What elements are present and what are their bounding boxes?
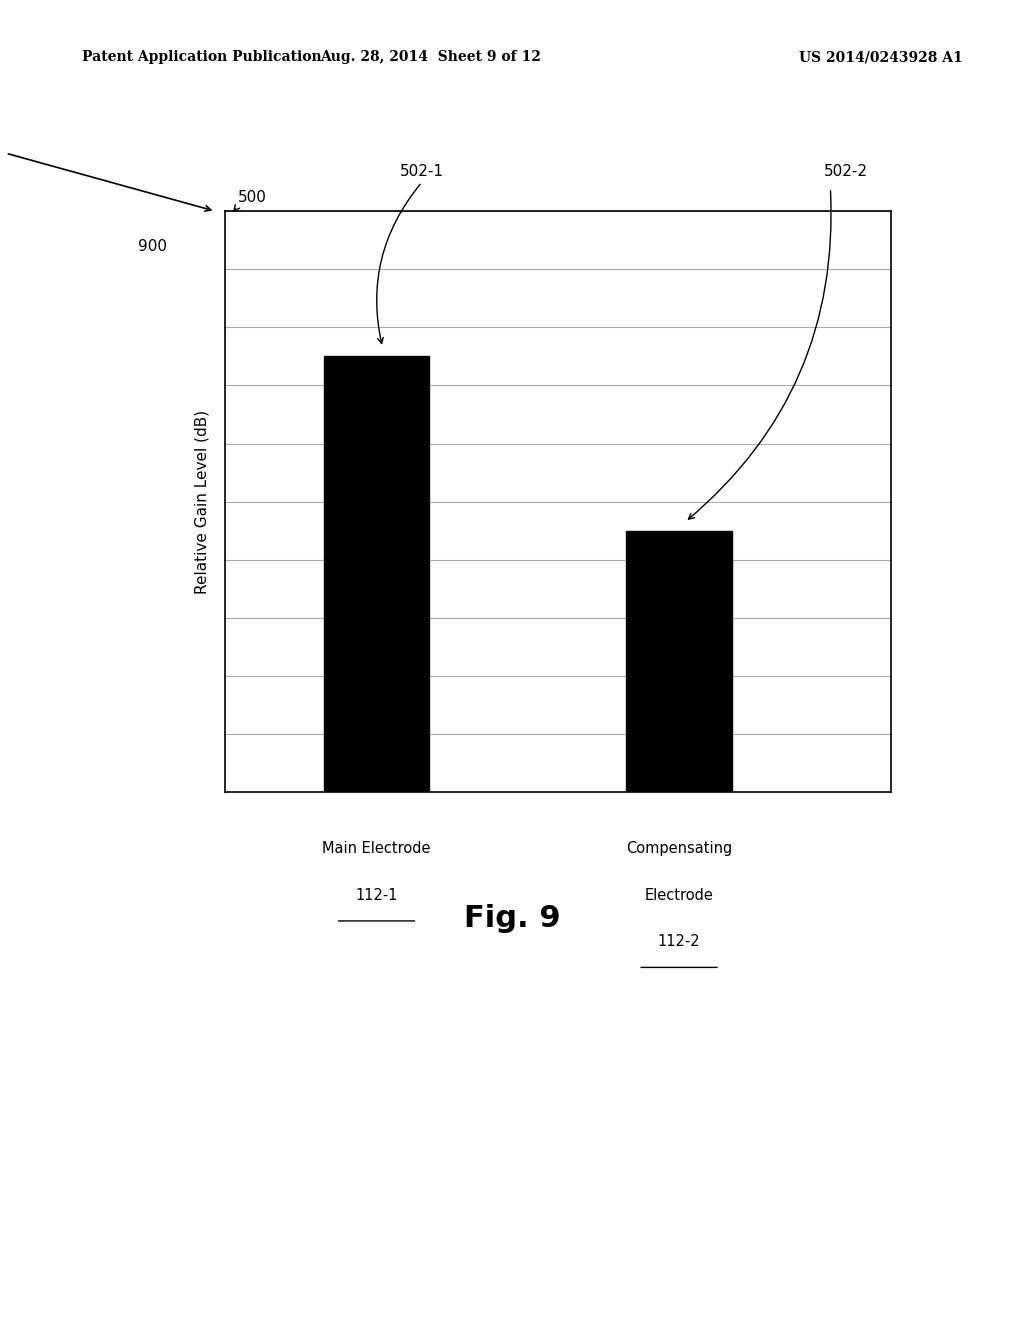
Text: US 2014/0243928 A1: US 2014/0243928 A1 xyxy=(799,50,963,65)
Text: Main Electrode: Main Electrode xyxy=(323,841,431,857)
Text: 112-2: 112-2 xyxy=(657,935,700,949)
Text: Compensating: Compensating xyxy=(626,841,732,857)
Bar xyxy=(626,531,732,792)
Text: 112-1: 112-1 xyxy=(355,888,397,903)
Text: Electrode: Electrode xyxy=(645,888,714,903)
Text: 500: 500 xyxy=(238,190,266,206)
Y-axis label: Relative Gain Level (dB): Relative Gain Level (dB) xyxy=(195,409,209,594)
Text: 502-1: 502-1 xyxy=(400,164,444,180)
Text: 900: 900 xyxy=(138,239,167,253)
Text: Fig. 9: Fig. 9 xyxy=(464,904,560,933)
Bar xyxy=(324,356,429,792)
Text: Aug. 28, 2014  Sheet 9 of 12: Aug. 28, 2014 Sheet 9 of 12 xyxy=(319,50,541,65)
Text: Patent Application Publication: Patent Application Publication xyxy=(82,50,322,65)
Text: 502-2: 502-2 xyxy=(823,164,867,180)
